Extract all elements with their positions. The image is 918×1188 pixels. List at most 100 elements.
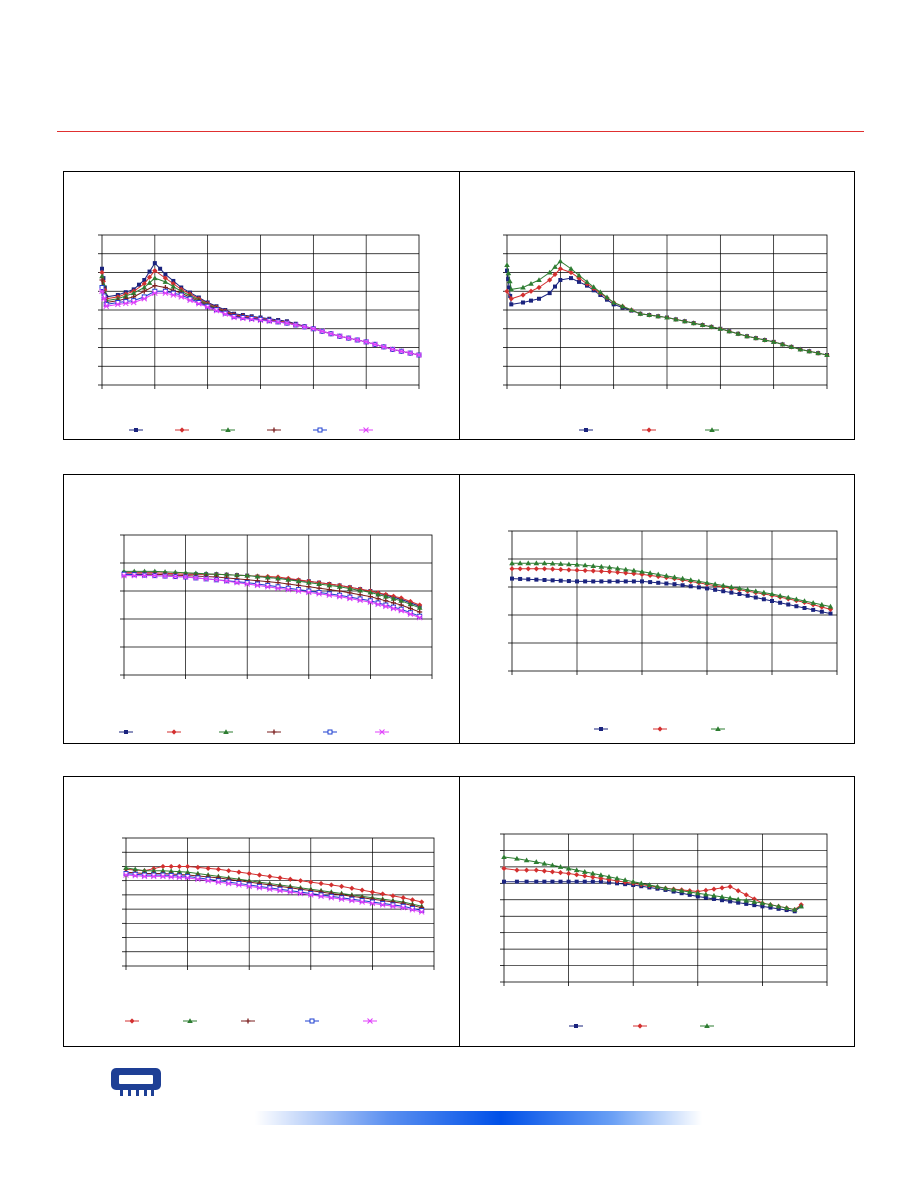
data-point — [575, 579, 579, 584]
gridlines — [102, 235, 419, 385]
legend-marker — [171, 729, 177, 735]
plot-area — [503, 833, 828, 983]
data-point — [277, 887, 283, 894]
data-point — [390, 893, 396, 899]
data-point — [182, 574, 189, 580]
data-point — [623, 570, 629, 576]
data-point — [204, 304, 211, 311]
data-point — [141, 281, 147, 287]
data-point — [711, 892, 717, 898]
data-point — [502, 879, 506, 884]
data-point — [400, 904, 407, 911]
data-point — [213, 307, 220, 314]
data-point — [520, 284, 526, 290]
data-point — [367, 599, 374, 606]
data-point — [695, 890, 701, 896]
data-point — [184, 874, 191, 881]
data-point — [680, 583, 685, 588]
data-point — [193, 575, 199, 581]
data-point — [407, 350, 414, 356]
data-point — [647, 570, 653, 575]
legend-entry-3 — [705, 427, 719, 432]
data-point — [815, 350, 821, 356]
data-point — [638, 880, 645, 886]
data-point — [267, 873, 273, 879]
data-point — [779, 341, 786, 347]
data-point — [582, 873, 588, 879]
data-point — [375, 601, 381, 608]
data-point — [398, 607, 405, 614]
legend-marker — [129, 1018, 135, 1024]
data-point — [536, 284, 542, 291]
data-point — [614, 565, 621, 571]
legend-marker — [715, 726, 721, 731]
series-4 — [123, 871, 425, 914]
data-point — [508, 286, 515, 292]
data-point — [187, 297, 193, 304]
data-point — [549, 869, 556, 875]
data-point — [728, 899, 733, 904]
data-point — [761, 337, 768, 342]
data-point — [574, 561, 580, 567]
data-point — [507, 285, 512, 290]
data-point — [806, 348, 813, 354]
data-point — [142, 278, 147, 282]
data-point — [231, 314, 237, 321]
legend-entry-2 — [633, 1023, 647, 1029]
data-point — [662, 885, 669, 891]
header-rule — [57, 131, 864, 132]
data-point — [591, 579, 596, 584]
plot-area — [101, 234, 420, 386]
series-line — [124, 573, 420, 613]
data-point — [316, 581, 322, 586]
data-point — [285, 581, 291, 587]
data-point — [152, 275, 158, 281]
data-point — [581, 869, 588, 874]
data-point — [566, 870, 572, 877]
data-point — [132, 872, 139, 879]
data-point — [663, 573, 670, 578]
data-point — [306, 579, 312, 585]
legend-entry-2 — [183, 1018, 197, 1023]
data-point — [160, 873, 166, 880]
data-point — [379, 901, 386, 908]
legend-entry-1 — [579, 428, 593, 432]
data-point — [275, 319, 281, 326]
data-point — [150, 867, 157, 873]
data-point — [141, 867, 148, 873]
data-point — [597, 289, 604, 295]
series-line — [125, 867, 422, 907]
data-point — [801, 598, 808, 603]
data-point — [375, 596, 381, 602]
data-point — [507, 278, 513, 284]
data-point — [695, 894, 700, 899]
data-point — [681, 318, 688, 324]
plot-area — [123, 534, 433, 676]
data-point — [752, 903, 757, 908]
legend-entry-6 — [359, 427, 373, 433]
data-point — [131, 572, 137, 578]
data-point — [753, 335, 759, 341]
data-point — [791, 906, 798, 912]
data-point — [162, 569, 168, 574]
data-point — [285, 586, 292, 593]
series-3 — [121, 568, 423, 610]
data-point — [598, 879, 603, 884]
data-point — [553, 284, 557, 289]
data-point — [172, 569, 179, 575]
data-point — [517, 566, 523, 572]
data-point — [536, 277, 542, 282]
data-point — [736, 585, 743, 591]
data-point — [504, 288, 510, 294]
data-point — [347, 595, 353, 602]
data-point — [382, 603, 389, 610]
data-point — [767, 901, 774, 907]
data-point — [656, 580, 661, 585]
data-point — [301, 324, 308, 330]
data-point — [152, 283, 158, 289]
chart-1 — [98, 234, 422, 433]
data-point — [745, 593, 750, 598]
data-point — [339, 883, 345, 889]
data-point — [557, 864, 564, 869]
data-point — [558, 566, 564, 573]
